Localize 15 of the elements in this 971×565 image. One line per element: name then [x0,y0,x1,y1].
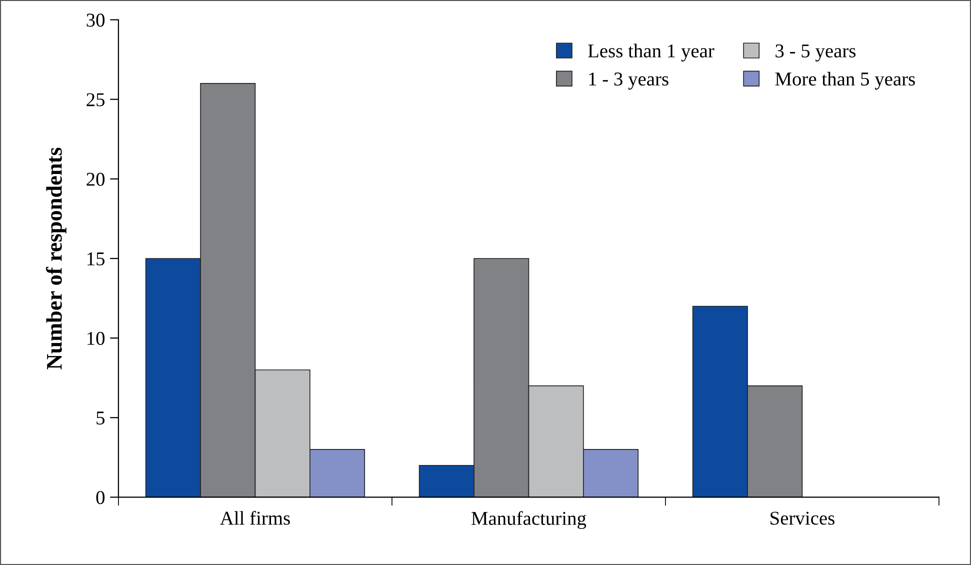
legend-label: 3 - 5 years [776,44,856,62]
y-tick-label: 20 [86,172,105,186]
y-tick-label: 5 [96,412,105,425]
legend-label: 1 - 3 years [589,72,668,90]
x-tick-label: Manufacturing [471,511,586,529]
y-axis-title: Number of respondents [46,148,66,370]
y-tick-label: 30 [86,14,105,27]
legend-label: More than 5 years [775,72,915,90]
y-tick-label: 15 [88,252,105,266]
y-tick-label: 10 [88,332,105,345]
y-tick-label: 25 [86,93,105,106]
x-tick-label: Services [770,512,834,525]
legend-label: Less than 1 year [588,44,714,62]
y-tick-label: 0 [96,491,105,504]
x-tick-label: All firms [220,510,290,525]
